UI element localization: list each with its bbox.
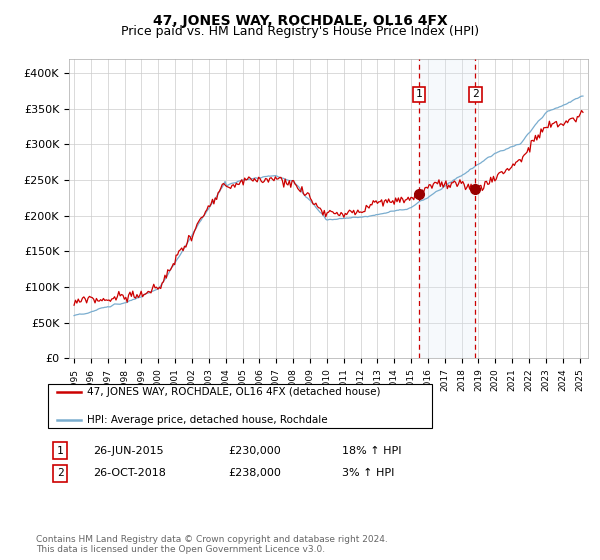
Text: £230,000: £230,000	[228, 446, 281, 456]
Text: £238,000: £238,000	[228, 468, 281, 478]
Text: 47, JONES WAY, ROCHDALE, OL16 4FX: 47, JONES WAY, ROCHDALE, OL16 4FX	[152, 14, 448, 28]
Text: 26-JUN-2015: 26-JUN-2015	[93, 446, 164, 456]
Text: 3% ↑ HPI: 3% ↑ HPI	[342, 468, 394, 478]
Text: 47, JONES WAY, ROCHDALE, OL16 4FX (detached house): 47, JONES WAY, ROCHDALE, OL16 4FX (detac…	[87, 387, 380, 397]
Bar	[419, 59, 475, 358]
Text: 1: 1	[416, 90, 422, 100]
Text: 26-OCT-2018: 26-OCT-2018	[93, 468, 166, 478]
Text: 2: 2	[56, 468, 64, 478]
Text: 18% ↑ HPI: 18% ↑ HPI	[342, 446, 401, 456]
Text: HPI: Average price, detached house, Rochdale: HPI: Average price, detached house, Roch…	[87, 415, 328, 425]
Text: 1: 1	[56, 446, 64, 456]
Text: 2: 2	[472, 90, 479, 100]
Text: Contains HM Land Registry data © Crown copyright and database right 2024.
This d: Contains HM Land Registry data © Crown c…	[36, 535, 388, 554]
Text: Price paid vs. HM Land Registry's House Price Index (HPI): Price paid vs. HM Land Registry's House …	[121, 25, 479, 38]
